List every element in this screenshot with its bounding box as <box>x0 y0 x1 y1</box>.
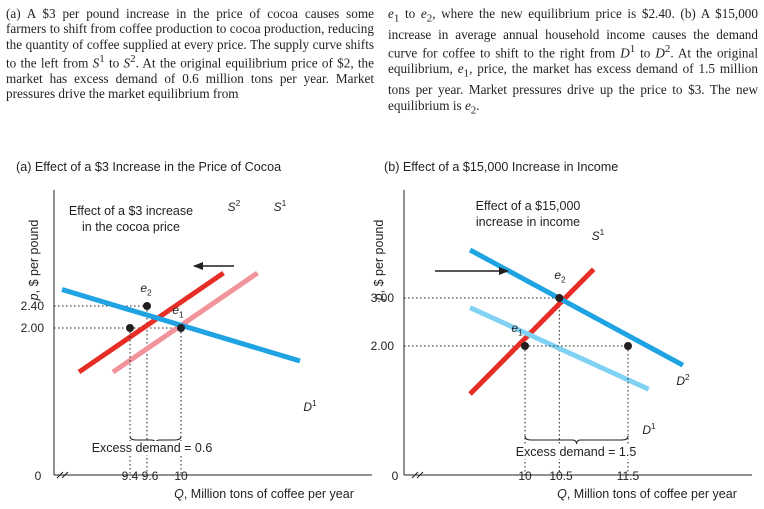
excess-demand-bg-b <box>510 445 642 459</box>
curve-label-s1-b: S1 <box>592 227 605 243</box>
curve-label-s2-a: S2 <box>228 198 241 214</box>
curve-label-s1-a: S1 <box>274 198 287 214</box>
curve-s2-a <box>77 270 225 375</box>
x-tick-label-b: 10 <box>518 469 532 483</box>
y-tick-label-a: 2.00 <box>21 321 45 335</box>
point-label-e1-a: e1 <box>172 303 184 320</box>
curve-d1-b <box>469 305 650 392</box>
y-axis-label-b: p, $ per pound <box>372 220 386 302</box>
point-label-e2-a: e2 <box>140 281 152 298</box>
excess-demand-bg-a <box>86 441 218 455</box>
curve-label-d1-a: D1 <box>303 398 317 414</box>
y-axis-label-a: p, $ per pound <box>27 220 41 302</box>
chart-a-title: (a) Effect of a $3 Increase in the Price… <box>16 160 282 174</box>
excess-demand-brace-b <box>524 435 629 445</box>
shift-note-line-a: Effect of a $3 increase <box>69 204 193 218</box>
y-tick-label-b: 3.00 <box>371 291 395 305</box>
axis-break-b <box>411 471 424 479</box>
x-axis-label-b: Q, Million tons of coffee per year <box>557 487 737 501</box>
point-e2-a <box>143 302 151 310</box>
curve-label-d2-b: D2 <box>676 372 690 388</box>
shift-note-line-b: Effect of a $15,000 <box>476 199 581 213</box>
shift-note-line-b: increase in income <box>476 215 580 229</box>
origin-label-a: 0 <box>35 469 42 483</box>
excess-demand-label-b: Excess demand = 1.5 <box>516 445 637 459</box>
x-tick-label-a: 9.4 <box>122 469 139 483</box>
shift-note-line-a: in the cocoa price <box>82 220 180 234</box>
curve-s1-a <box>111 270 259 375</box>
point-e1-a <box>177 324 185 332</box>
excess-demand-label-a: Excess demand = 0.6 <box>92 441 213 455</box>
x-tick-label-a: 10 <box>174 469 188 483</box>
curve-d2-b <box>468 247 685 368</box>
x-tick-label-b: 11.5 <box>617 469 640 483</box>
axis-break-a <box>56 471 69 479</box>
point-label-e2-b: e2 <box>554 268 566 285</box>
y-tick-label-a: 2.40 <box>21 299 45 313</box>
curve-s1-b <box>468 267 596 396</box>
point-extra-b <box>624 342 632 350</box>
x-tick-label-b: 10.5 <box>549 469 573 483</box>
curve-label-d1-b: D1 <box>642 421 656 437</box>
point-extra-a <box>126 324 134 332</box>
point-label-e1-b: e1 <box>511 321 523 338</box>
y-tick-label-b: 2.00 <box>371 339 395 353</box>
point-e1-b <box>521 342 529 350</box>
point-e2-b <box>555 294 564 302</box>
origin-label-b: 0 <box>392 469 399 483</box>
caption-right: e1 to e2, where the new equilibrium pric… <box>388 6 758 117</box>
chart-b-title: (b) Effect of a $15,000 Increase in Inco… <box>384 160 619 174</box>
caption-left: (a) A $3 per pound increase in the price… <box>6 6 374 102</box>
x-axis-label-a: Q, Million tons of coffee per year <box>174 487 354 501</box>
x-tick-label-a: 9.6 <box>142 469 159 483</box>
